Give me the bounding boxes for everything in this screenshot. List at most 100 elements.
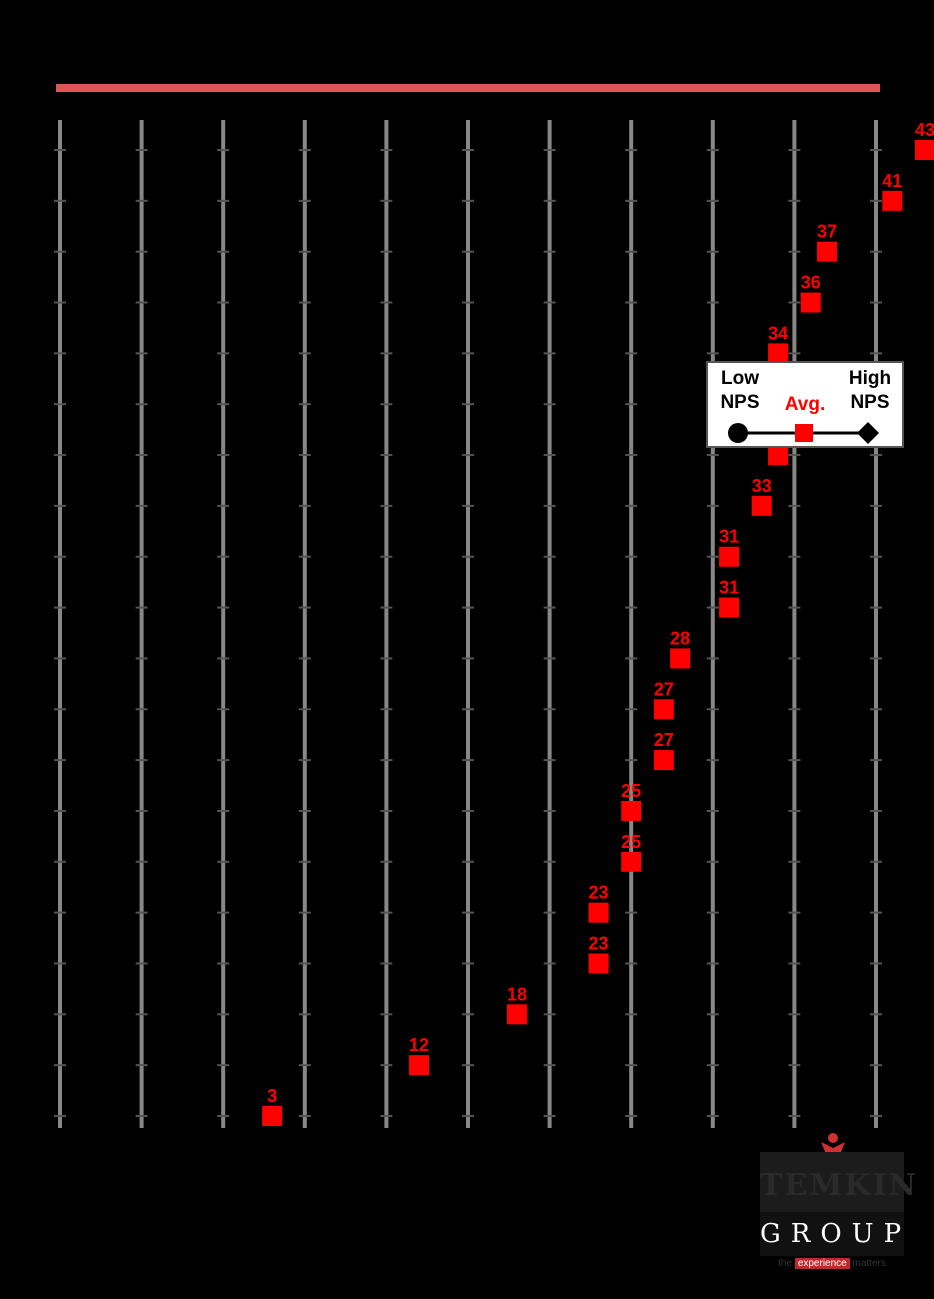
avg-marker — [588, 953, 609, 974]
avg-marker — [817, 241, 838, 262]
row-dash — [706, 301, 719, 304]
row-dash — [217, 301, 230, 304]
row-dash — [462, 759, 474, 762]
row-dash — [788, 149, 801, 151]
row-dash — [788, 1115, 801, 1117]
row-dash — [625, 1064, 638, 1067]
row-dash — [625, 149, 638, 151]
row-dash — [625, 1115, 638, 1117]
row-dash — [54, 301, 66, 304]
row-dash — [135, 911, 148, 914]
row-dash — [788, 962, 801, 965]
row-dash — [870, 199, 882, 202]
top-axis-bar — [56, 84, 880, 92]
row-dash — [543, 454, 556, 457]
row-dash — [298, 708, 311, 711]
row-dash — [543, 555, 556, 558]
row-dash — [135, 301, 148, 304]
row-dash — [217, 250, 230, 253]
row-dash — [380, 301, 393, 304]
row-dash — [54, 809, 66, 812]
row-dash — [135, 860, 148, 863]
avg-value-label: 3 — [267, 1086, 277, 1106]
row-dash — [380, 860, 393, 863]
row-dash — [625, 555, 638, 558]
avg-marker — [719, 546, 740, 567]
avg-marker — [914, 140, 934, 160]
row-dash — [788, 1013, 801, 1016]
row-dash — [870, 759, 882, 762]
row-dash — [706, 555, 719, 558]
row-dash — [462, 1013, 474, 1016]
row-dash — [380, 504, 393, 507]
row-dash — [543, 759, 556, 762]
row-dash — [54, 759, 66, 762]
row-dash — [870, 606, 882, 609]
row-dash — [870, 504, 882, 507]
row-dash — [788, 1064, 801, 1067]
row-dash — [462, 606, 474, 609]
avg-marker — [800, 292, 821, 313]
logo-tag-left: the — [778, 1258, 793, 1269]
row-dash — [706, 759, 719, 762]
row-dash — [298, 403, 311, 406]
row-dash — [543, 911, 556, 914]
row-dash — [543, 657, 556, 660]
row-dash — [706, 860, 719, 863]
row-dash — [543, 1115, 556, 1117]
avg-value-label: 18 — [507, 984, 527, 1004]
row-dash — [625, 403, 638, 406]
row-dash — [706, 250, 719, 253]
avg-value-label: 12 — [409, 1035, 429, 1055]
row-dash — [543, 352, 556, 355]
avg-value-label: 28 — [670, 628, 690, 648]
row-dash — [217, 759, 230, 762]
row-dash — [462, 1115, 474, 1117]
row-dash — [135, 403, 148, 406]
row-dash — [870, 250, 882, 253]
row-dash — [543, 301, 556, 304]
row-dash — [135, 199, 148, 202]
row-dash — [870, 809, 882, 812]
avg-marker — [768, 445, 789, 466]
gridlines — [58, 120, 878, 1128]
avg-marker — [751, 495, 772, 516]
avg-value-label: 43 — [915, 120, 934, 140]
row-dash — [298, 860, 311, 863]
avg-value-label: 23 — [589, 933, 609, 953]
row-dash — [135, 149, 148, 151]
row-dash — [298, 759, 311, 762]
row-dash — [462, 809, 474, 812]
row-dash — [298, 657, 311, 660]
row-dash — [462, 504, 474, 507]
row-dash — [625, 199, 638, 202]
row-dash — [380, 352, 393, 355]
row-dash — [870, 962, 882, 965]
row-dash — [788, 759, 801, 762]
row-dash — [462, 657, 474, 660]
row-dash — [870, 911, 882, 914]
row-dash — [543, 250, 556, 253]
row-dash — [298, 352, 311, 355]
row-dash — [380, 962, 393, 965]
row-dash — [135, 504, 148, 507]
avg-value-label: 36 — [801, 273, 821, 293]
row-dash — [217, 149, 230, 151]
row-dash — [54, 657, 66, 660]
row-dash — [54, 199, 66, 202]
row-dash — [543, 809, 556, 812]
row-dash — [135, 606, 148, 609]
avg-marker — [653, 750, 674, 771]
row-dash — [54, 860, 66, 863]
row-dash — [298, 809, 311, 812]
avg-value-label: 31 — [719, 578, 739, 598]
row-dash — [298, 962, 311, 965]
row-dash — [217, 555, 230, 558]
row-dash — [788, 301, 801, 304]
row-dash — [788, 250, 801, 253]
avg-marker — [588, 902, 609, 923]
legend-low-marker — [728, 423, 748, 443]
row-dash — [462, 199, 474, 202]
avg-value-label: 27 — [654, 730, 674, 750]
row-dash — [625, 352, 638, 355]
